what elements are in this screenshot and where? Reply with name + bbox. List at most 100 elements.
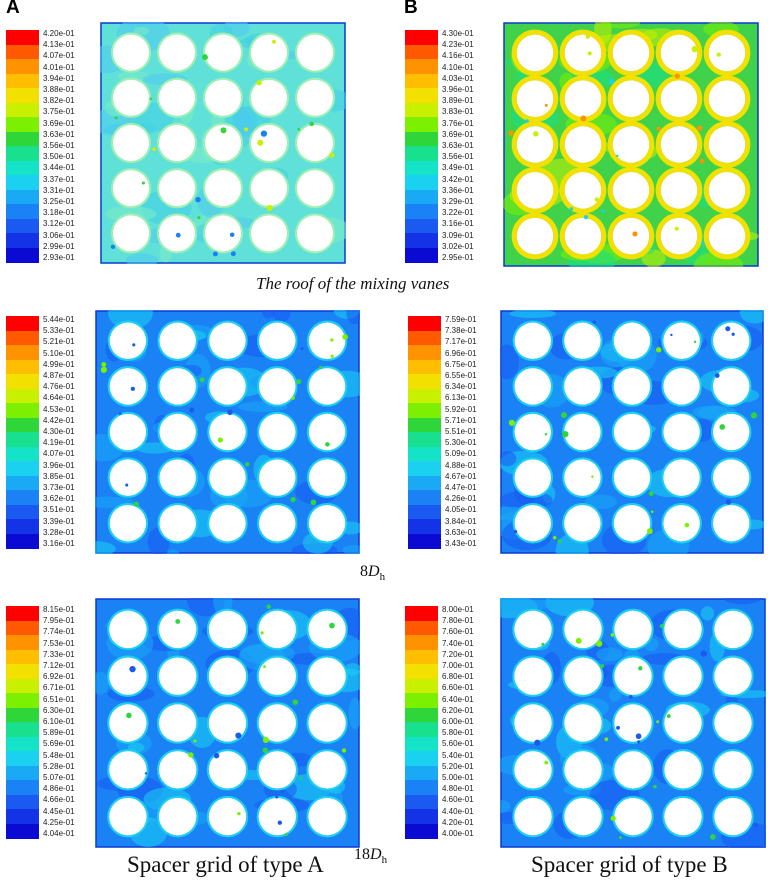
fuel-rod-hole	[708, 34, 746, 72]
rod-boundary-ring	[248, 122, 290, 164]
colorbar-ticks-8dh-type-b: 7.59e-01 7.38e-01 7.17e-01 6.96e-01 6.75e-01…	[445, 316, 495, 548]
rod-boundary-ring	[294, 77, 336, 118]
fuel-rod-hole	[712, 322, 750, 360]
colorbar-ticks-roof-type-a: 4.20e-01 4.13e-01 4.07e-01 4.01e-01 3.94e-01…	[43, 30, 93, 262]
fuel-rod-hole	[208, 704, 247, 742]
fuel-rod-hole	[564, 413, 601, 451]
flow-spot	[325, 442, 330, 447]
colorbar-band	[6, 417, 39, 433]
rod-boundary-ring	[712, 655, 754, 697]
colorbar-tick-label: 2.93e-01	[43, 253, 75, 262]
rod-boundary-ring	[306, 749, 348, 791]
flow-patch	[342, 545, 360, 554]
flow-spot	[330, 338, 334, 342]
rod-boundary-ring	[110, 32, 152, 73]
colorbar-band	[6, 102, 39, 118]
flow-spot	[141, 181, 145, 185]
rod-boundary-ring	[662, 655, 704, 697]
fuel-rod-hole	[204, 34, 242, 71]
flow-spot	[646, 528, 653, 535]
rod-boundary-ring	[207, 366, 248, 407]
colorbar-tick-label: 3.16e-01	[442, 219, 474, 229]
colorbar-ticks-roof-type-b: 4.30e-01 4.23e-01 4.16e-01 4.10e-01 4.03e-01…	[442, 30, 492, 262]
colorbar-tick-label: 4.03e-01	[442, 73, 474, 83]
colorbar-tick-label: 3.56e-01	[442, 152, 474, 162]
flow-spot	[256, 79, 262, 86]
rod-boundary-ring	[156, 795, 199, 838]
fuel-rod-hole	[660, 80, 698, 118]
flow-patch	[739, 310, 764, 324]
fuel-rod-hole	[158, 751, 197, 789]
colorbar-band	[405, 751, 438, 766]
flow-spot	[125, 483, 129, 487]
rod-boundary-ring	[559, 212, 607, 260]
flow-spot	[260, 130, 268, 137]
colorbar-tick-label: 4.26e-01	[445, 494, 477, 504]
rod-boundary-ring	[661, 411, 702, 453]
rod-boundary-ring	[712, 608, 754, 651]
rod-boundary-ring	[107, 411, 149, 453]
colorbar-band	[6, 809, 39, 824]
colorbar-tick-label: 3.96e-01	[442, 85, 474, 94]
colorbar-band	[6, 146, 39, 161]
colorbar-tick-label: 3.37e-01	[43, 174, 75, 184]
colorbar-tick-label: 6.10e-01	[43, 717, 75, 726]
colorbar-18dh-type-a	[6, 606, 39, 839]
flow-spot	[213, 752, 220, 759]
flow-spot	[319, 365, 323, 369]
rod-boundary-ring	[306, 457, 348, 498]
flow-spot	[262, 736, 269, 743]
flow-spot	[591, 475, 594, 479]
colorbar-band	[405, 117, 438, 132]
fuel-rod-hole	[259, 459, 296, 496]
fuel-rod-hole	[209, 413, 246, 451]
colorbar-band	[6, 204, 39, 219]
rod-boundary-ring	[110, 122, 152, 164]
flow-spot	[300, 347, 304, 351]
colorbar-band	[6, 73, 39, 89]
fuel-rod-hole	[613, 322, 651, 360]
fuel-rod-hole	[714, 704, 752, 742]
colorbar-tick-label: 7.80e-01	[442, 616, 474, 626]
rod-boundary-ring	[156, 122, 198, 164]
fuel-rod-hole	[258, 704, 297, 742]
flow-spot	[656, 126, 661, 131]
rod-boundary-ring	[157, 320, 198, 362]
fuel-rod-hole	[158, 704, 197, 742]
fuel-rod-hole	[296, 34, 334, 71]
colorbar-tick-label: 3.63e-01	[445, 527, 477, 537]
colorbar-tick-label: 4.10e-01	[442, 62, 474, 72]
rod-boundary-ring	[107, 749, 149, 791]
rod-boundary-ring	[662, 608, 704, 651]
colorbar-tick-label: 3.02e-01	[442, 241, 474, 251]
colorbar-band	[6, 461, 39, 476]
fuel-rod-hole	[660, 171, 698, 209]
colorbar-band	[6, 649, 39, 665]
fuel-rod-hole	[714, 657, 752, 695]
flow-spot	[114, 116, 118, 120]
fuel-rod-hole	[159, 413, 196, 451]
colorbar-tick-label: 6.51e-01	[43, 694, 75, 704]
fuel-rod-hole	[109, 459, 147, 496]
colorbar-band	[408, 359, 441, 375]
flow-spot	[149, 97, 153, 100]
fuel-rod-hole	[158, 657, 197, 695]
contour-roof-type-b	[503, 22, 759, 267]
flow-spot	[691, 46, 698, 53]
fuel-rod-hole	[204, 79, 242, 116]
fuel-rod-hole	[109, 610, 147, 649]
colorbar-band	[6, 345, 39, 360]
rod-boundary-ring	[511, 166, 559, 214]
rod-boundary-ring	[156, 749, 199, 791]
flow-spot	[659, 624, 664, 628]
colorbar-tick-label: 3.06e-01	[43, 230, 75, 240]
rod-boundary-ring	[559, 166, 607, 214]
flow-patch	[346, 310, 360, 325]
colorbar-tick-label: 3.42e-01	[442, 174, 474, 184]
fuel-rod-hole	[712, 459, 750, 496]
rod-boundary-ring	[710, 457, 752, 498]
fuel-rod-hole	[664, 797, 702, 836]
fuel-rod-hole	[112, 124, 150, 162]
flow-patch	[584, 494, 618, 510]
colorbar-band	[6, 504, 39, 520]
